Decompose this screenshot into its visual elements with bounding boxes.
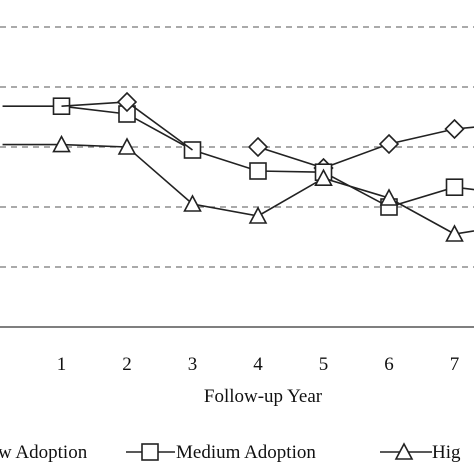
gridlines [0,26,474,268]
series-line-triangle [2,143,474,235]
x-tick-label: 5 [319,354,329,375]
series-line-square [2,105,474,208]
x-tick-label: 7 [450,354,460,375]
diamond-marker [247,136,269,158]
legend: w Adoption Medium Adoption Hig [0,442,461,463]
triangle-marker [314,168,333,186]
legend-label-high-adoption: Hig [432,442,461,463]
series-diamond-early [61,91,193,151]
x-tick-label: 2 [122,354,132,375]
series-triangle [2,134,474,242]
x-tick-label: 3 [188,354,198,375]
legend-label-medium-adoption: Medium Adoption [176,442,316,463]
series-diamond [247,118,474,179]
x-axis-title: Follow-up Year [204,386,323,407]
diamond-marker [378,133,400,155]
series-line-diamond [257,126,474,169]
legend-square-marker [141,443,159,461]
legend-label-low-adoption: w Adoption [0,442,88,463]
square-marker [249,162,267,180]
x-tick-label: 1 [57,354,67,375]
series-square [2,97,474,216]
diamond-marker [444,118,465,140]
triangle-marker [117,137,137,155]
legend-triangle-marker [394,442,414,460]
triangle-marker [183,194,202,212]
series-layer [2,91,474,242]
diamond-marker [116,91,138,113]
x-tick-label: 4 [253,354,263,375]
x-tick-labels: 12345678 [57,354,460,375]
triangle-marker [379,188,399,206]
triangle-marker [445,224,464,242]
x-tick-label: 6 [384,354,394,375]
triangle-marker [248,206,268,224]
square-marker [445,178,464,196]
triangle-marker [52,134,71,153]
